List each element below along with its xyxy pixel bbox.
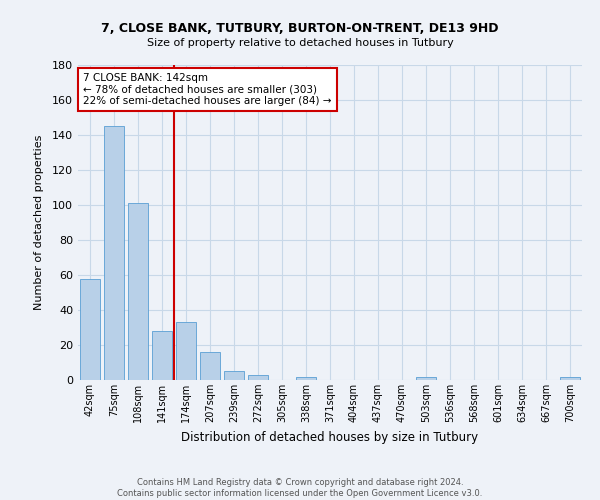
Bar bbox=[296, 376, 316, 380]
Text: 7, CLOSE BANK, TUTBURY, BURTON-ON-TRENT, DE13 9HD: 7, CLOSE BANK, TUTBURY, BURTON-ON-TRENT,… bbox=[101, 22, 499, 36]
X-axis label: Distribution of detached houses by size in Tutbury: Distribution of detached houses by size … bbox=[181, 430, 479, 444]
Bar bbox=[248, 375, 268, 380]
Bar bbox=[416, 376, 436, 380]
Bar bbox=[152, 331, 172, 380]
Text: Size of property relative to detached houses in Tutbury: Size of property relative to detached ho… bbox=[146, 38, 454, 48]
Bar bbox=[80, 278, 100, 380]
Bar bbox=[176, 322, 196, 380]
Text: 7 CLOSE BANK: 142sqm
← 78% of detached houses are smaller (303)
22% of semi-deta: 7 CLOSE BANK: 142sqm ← 78% of detached h… bbox=[83, 73, 332, 106]
Y-axis label: Number of detached properties: Number of detached properties bbox=[34, 135, 44, 310]
Bar bbox=[128, 203, 148, 380]
Bar bbox=[224, 371, 244, 380]
Text: Contains HM Land Registry data © Crown copyright and database right 2024.
Contai: Contains HM Land Registry data © Crown c… bbox=[118, 478, 482, 498]
Bar bbox=[560, 376, 580, 380]
Bar bbox=[104, 126, 124, 380]
Bar bbox=[200, 352, 220, 380]
